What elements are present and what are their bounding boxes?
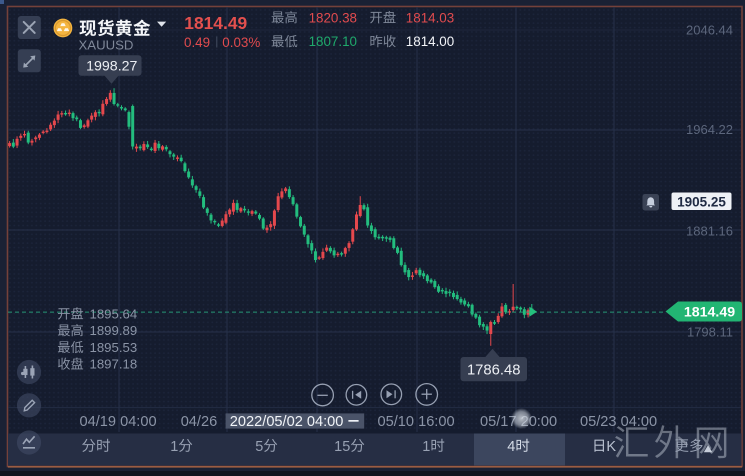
svg-text:05/10 16:00: 05/10 16:00	[378, 414, 455, 430]
svg-text:04/26: 04/26	[181, 414, 218, 430]
svg-text:1899.89: 1899.89	[90, 323, 138, 338]
svg-text:2022/05/02 04:00: 2022/05/02 04:00	[230, 414, 344, 430]
svg-text:5: 5	[342, 439, 350, 455]
svg-text:1881.16: 1881.16	[686, 224, 733, 239]
svg-text:1897.18: 1897.18	[90, 357, 138, 372]
svg-text:05/23 04:00: 05/23 04:00	[580, 414, 657, 430]
svg-text:1807.10: 1807.10	[309, 34, 357, 49]
svg-text:K: K	[606, 439, 616, 455]
svg-text:XAUUSD: XAUUSD	[79, 37, 134, 52]
svg-text:1895.53: 1895.53	[90, 340, 138, 355]
svg-text:1998.27: 1998.27	[86, 58, 137, 74]
svg-text:1905.25: 1905.25	[677, 194, 726, 209]
svg-text:1: 1	[170, 439, 178, 455]
svg-text:1814.03: 1814.03	[406, 10, 454, 25]
svg-text:1814.00: 1814.00	[406, 34, 454, 49]
svg-text:0.03%: 0.03%	[222, 35, 260, 50]
svg-text:1: 1	[334, 439, 342, 455]
svg-text:4: 4	[507, 439, 515, 455]
svg-text:1814.49: 1814.49	[684, 305, 735, 321]
svg-text:1814.49: 1814.49	[184, 13, 247, 33]
svg-text:1786.48: 1786.48	[467, 363, 521, 379]
svg-text:1895.64: 1895.64	[90, 307, 138, 322]
svg-text:1964.22: 1964.22	[686, 122, 733, 137]
svg-text:1820.38: 1820.38	[309, 10, 357, 25]
svg-text:2046.44: 2046.44	[686, 23, 733, 38]
svg-text:04/19 04:00: 04/19 04:00	[80, 414, 157, 430]
svg-text:5: 5	[255, 439, 263, 455]
svg-text:1: 1	[422, 439, 430, 455]
svg-text:0.49: 0.49	[184, 35, 210, 50]
svg-text:1798.11: 1798.11	[687, 325, 733, 340]
